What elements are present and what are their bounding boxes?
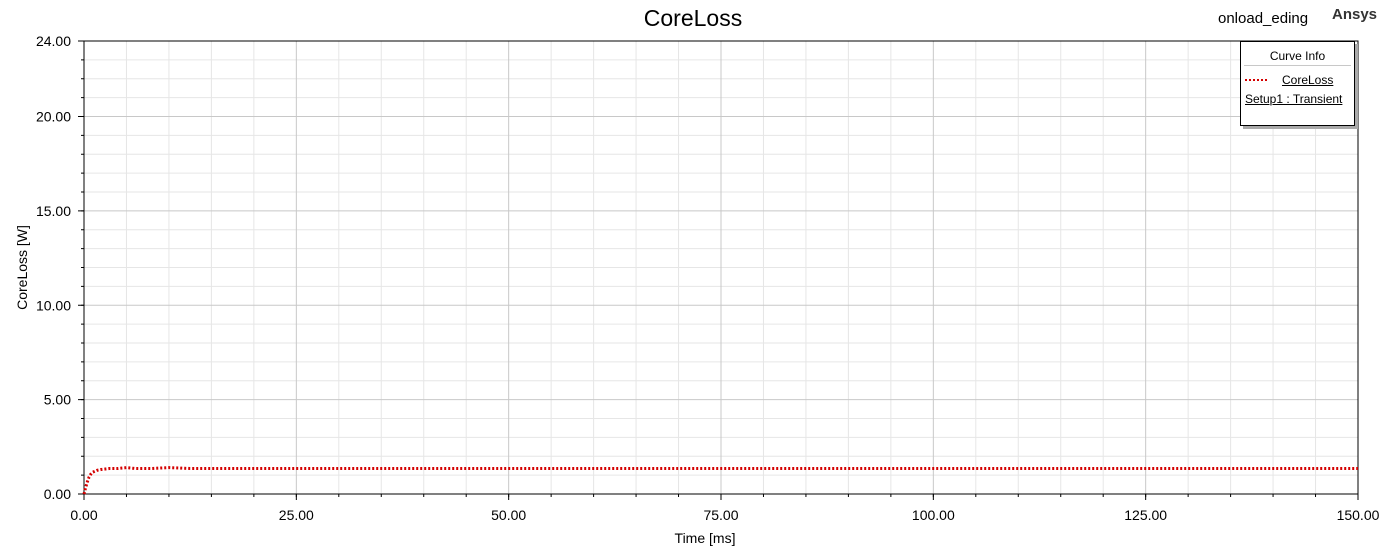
- y-axis-label: CoreLoss [W]: [14, 225, 30, 310]
- legend-dotted-line-swatch: [1245, 79, 1267, 81]
- y-tick-label: 24.00: [36, 33, 71, 49]
- y-tick-label: 20.00: [36, 109, 71, 125]
- x-tick-label: 0.00: [70, 507, 97, 523]
- plot-frame: [83, 40, 1359, 495]
- x-tick-label: 100.00: [912, 507, 955, 523]
- x-tick-label: 125.00: [1124, 507, 1167, 523]
- y-tick-label: 5.00: [44, 392, 71, 408]
- y-tick-label: 0.00: [44, 486, 71, 502]
- x-tick-label: 75.00: [703, 507, 738, 523]
- x-tick-label: 150.00: [1337, 507, 1380, 523]
- legend-series-name[interactable]: CoreLoss: [1282, 73, 1334, 87]
- x-tick-label: 25.00: [279, 507, 314, 523]
- legend-entry[interactable]: CoreLoss: [1241, 72, 1354, 90]
- legend-source-label[interactable]: Setup1 : Transient: [1245, 92, 1343, 106]
- curve-info-legend[interactable]: Curve Info CoreLoss Setup1 : Transient: [1240, 41, 1355, 126]
- coreloss-series-line: [82, 466, 1358, 495]
- design-name-label: onload_eding: [1218, 10, 1309, 27]
- brand-logo-text: Ansys: [1332, 6, 1378, 23]
- legend-header: Curve Info: [1244, 42, 1351, 66]
- y-tick-label: 10.00: [36, 297, 71, 313]
- x-tick-label: 50.00: [491, 507, 526, 523]
- chart-title: CoreLoss: [643, 5, 743, 31]
- y-tick-label: 15.00: [36, 203, 71, 219]
- x-axis-label: Time [ms]: [675, 530, 736, 546]
